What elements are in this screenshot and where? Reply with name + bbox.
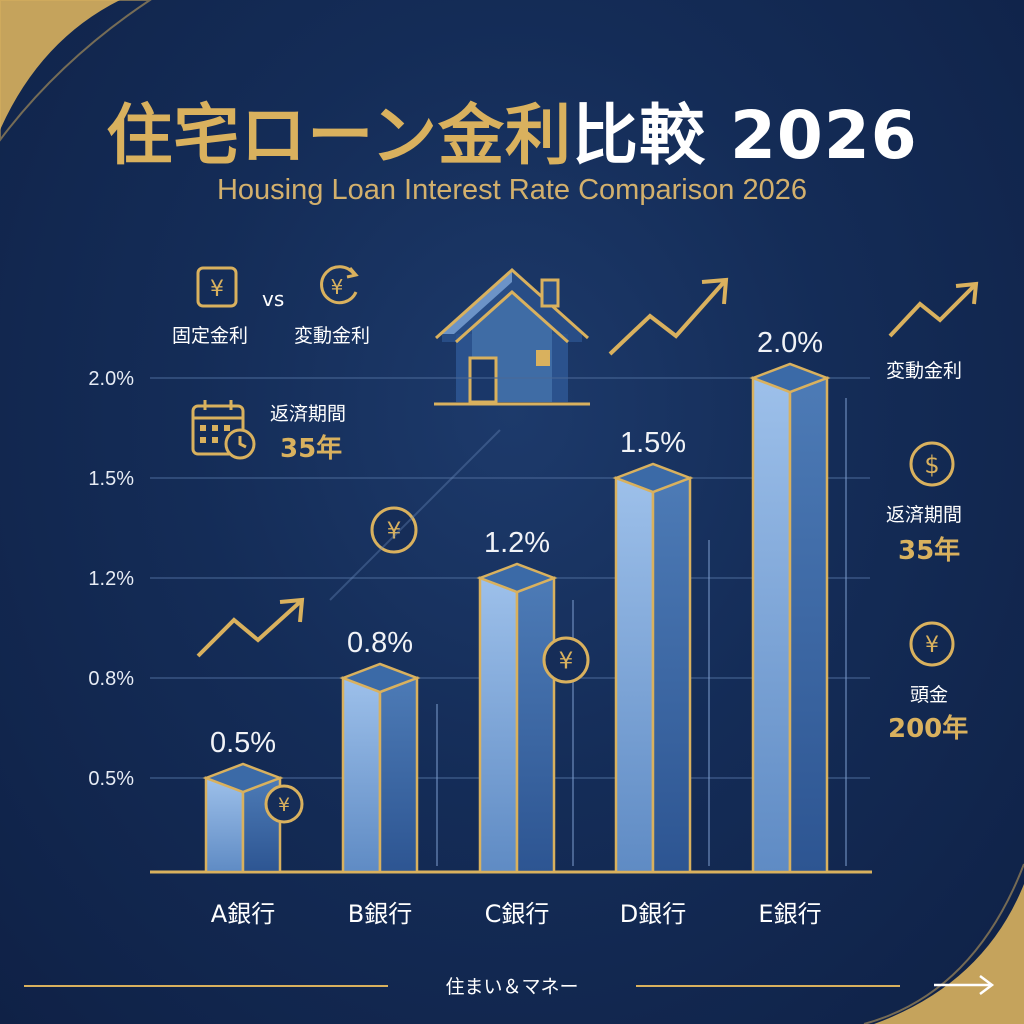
corner-decoration-top-left [0,0,152,142]
svg-text:¥: ¥ [387,518,402,544]
bar-side-face [788,376,829,874]
y-tick-label: 1.2% [88,568,134,590]
page-title: 住宅ローン金利比較 2026 [0,82,1024,178]
title-white-part: 比較 2026 [572,97,918,174]
svg-text:¥: ¥ [278,794,290,816]
bar-front-face [478,576,519,874]
bar [749,362,831,874]
vs-text: vs [262,287,285,311]
bar-value-label: 1.5% [620,427,686,459]
y-tick-label: 1.5% [88,468,134,490]
side-down-payment-label: 頭金 [910,684,949,706]
x-category-label: B銀行 [348,900,412,928]
svg-text:$: $ [924,451,939,479]
yen-coin-icon: ¥ [370,506,418,554]
trend-arrow-icon [888,281,979,338]
arrow-right-icon[interactable] [932,974,996,996]
bar [339,662,421,874]
svg-text:¥: ¥ [559,648,574,674]
trend-arrow-icon [608,277,729,356]
svg-text:¥: ¥ [331,275,344,299]
bar-front-face [341,676,382,874]
bar-value-label: 1.2% [484,527,550,559]
bar-side-face [515,576,556,874]
term-label-left: 返済期間 [270,403,347,425]
fixed-rate-yen-icon: ¥ [196,266,238,308]
variable-rate-label: 変動金利 [294,325,371,347]
yen-coin-icon: ¥ [909,621,955,667]
term-value-left: 35年 [280,434,343,464]
bar [612,462,694,874]
y-tick-label: 2.0% [88,368,134,390]
bar-value-label: 0.8% [347,627,413,659]
house-icon [434,267,590,406]
x-category-label: E銀行 [758,900,821,928]
side-term-label: 返済期間 [886,504,963,526]
svg-text:¥: ¥ [210,277,224,302]
bar-front-face [204,776,245,874]
footer-divider [24,985,900,987]
yen-coin-icon: ¥ [264,784,304,824]
bar-side-face [378,676,419,874]
side-variable-rate-label: 変動金利 [886,360,963,382]
y-tick-label: 0.8% [88,668,134,690]
fixed-rate-label: 固定金利 [172,325,249,347]
y-tick-label: 0.5% [88,768,134,790]
bar-front-face [614,476,655,874]
footer-brand: 住まい＆マネー [445,976,579,998]
bar-top-cap [749,362,831,394]
decorative-trend-line [329,429,501,601]
x-category-label: C銀行 [485,900,550,928]
bar-front-face [751,376,792,874]
side-term-value: 35年 [898,536,961,566]
side-down-payment-value: 200年 [888,714,969,744]
title-gold-part: 住宅ローン金利 [106,97,573,174]
bar-top-cap [202,762,284,794]
page-subtitle: Housing Loan Interest Rate Comparison 20… [216,174,808,206]
x-category-label: D銀行 [620,900,686,928]
bar [202,762,284,874]
trend-arrow-icon [196,597,305,658]
bar-top-cap [476,562,558,594]
bar-top-cap [612,462,694,494]
bar-side-face [651,476,692,874]
svg-text:¥: ¥ [925,633,939,658]
calendar-clock-icon [191,400,256,460]
dollar-coin-icon: $ [909,441,955,487]
x-category-label: A銀行 [211,900,275,928]
yen-coin-icon: ¥ [542,636,590,684]
variable-rate-yen-icon: ¥ [320,265,359,305]
bar-top-cap [339,662,421,694]
bar-value-label: 2.0% [757,327,823,359]
bar [476,562,558,874]
bar-value-label: 0.5% [210,727,276,759]
